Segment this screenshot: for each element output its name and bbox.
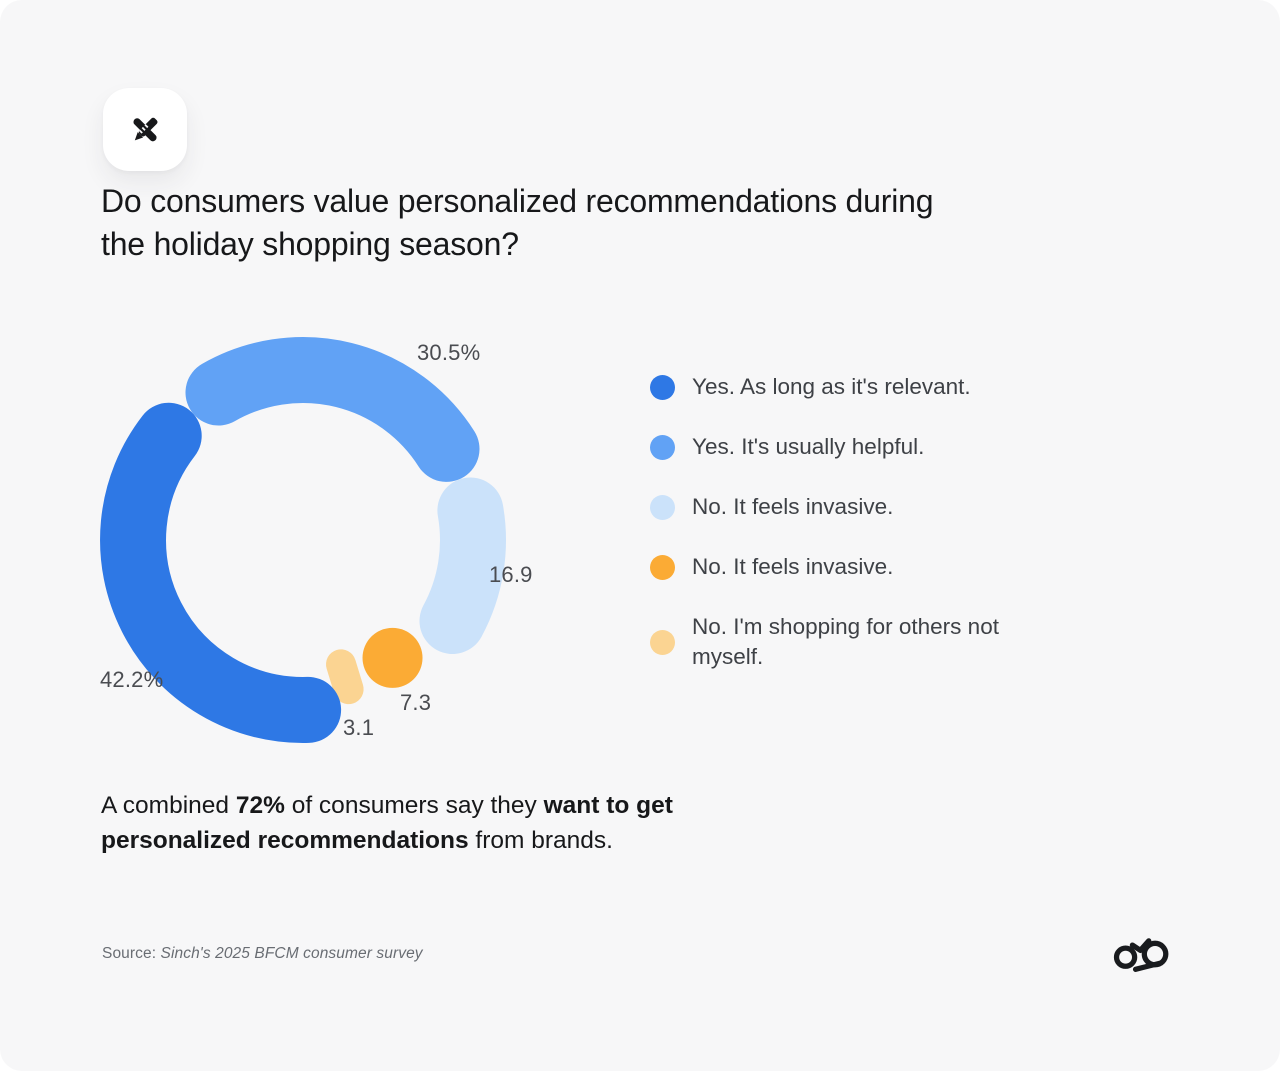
- insight-text: A combined 72% of consumers say they wan…: [101, 792, 673, 854]
- segment-value-label: 3.1: [343, 715, 375, 740]
- legend-swatch: [650, 629, 675, 655]
- legend-label: No. It feels invasive.: [692, 554, 894, 579]
- page-title: Do consumers value personalized recommen…: [101, 183, 934, 262]
- header-icon-tile: [103, 88, 187, 171]
- legend-label: Yes. As long as it's relevant.: [692, 374, 971, 399]
- legend-item: Yes. It's usually helpful.: [650, 432, 1014, 462]
- donut-segment-1: [185, 337, 480, 482]
- chart-legend: Yes. As long as it's relevant. Yes. It's…: [650, 372, 1014, 702]
- legend-swatch: [650, 554, 675, 580]
- legend-item: No. I'm shopping for others not myself.: [650, 612, 1014, 672]
- legend-swatch: [650, 494, 675, 520]
- segment-value-label: 16.9: [489, 562, 533, 587]
- segment-value-label: 7.3: [400, 690, 432, 715]
- donut-chart-svg: [100, 337, 506, 743]
- source-text: Source: Sinch's 2025 BFCM consumer surve…: [102, 945, 423, 962]
- segment-value-label: 30.5%: [417, 340, 481, 365]
- legend-item: No. It feels invasive.: [650, 552, 1014, 582]
- donut-segment-4: [326, 649, 364, 705]
- segment-value-label: 42.2%: [100, 667, 164, 692]
- legend-item: Yes. As long as it's relevant.: [650, 372, 1014, 402]
- donut-segment-0: [100, 402, 342, 743]
- pencil-ruler-icon: [133, 117, 158, 141]
- legend-label: Yes. It's usually helpful.: [692, 434, 925, 459]
- legend-swatch: [650, 374, 675, 400]
- sinch-logo: [1110, 933, 1178, 973]
- legend-swatch: [650, 434, 675, 460]
- donut-chart: 42.2% 30.5% 16.9 7.3 3.1: [88, 325, 558, 765]
- donut-segment-3: [362, 627, 423, 688]
- donut-segment-2: [419, 477, 506, 654]
- legend-label: No. I'm shopping for others not myself.: [692, 614, 999, 669]
- legend-item: No. It feels invasive.: [650, 492, 1014, 522]
- legend-label: No. It feels invasive.: [692, 494, 894, 519]
